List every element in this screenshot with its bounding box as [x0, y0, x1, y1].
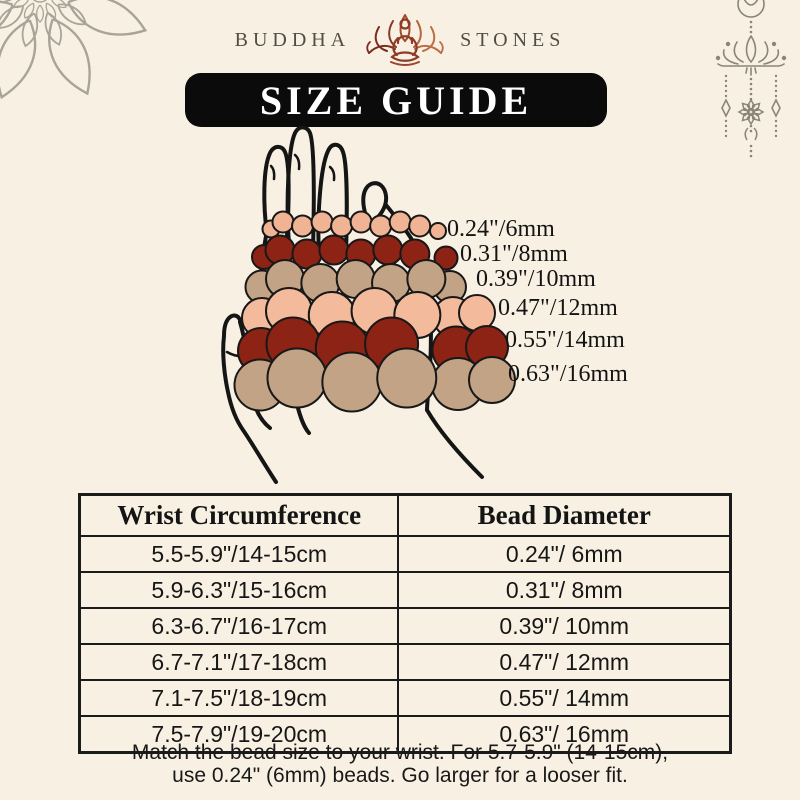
wrist-range-cell: 6.3-6.7"/16-17cm [78, 607, 400, 645]
wrist-range-cell: 5.5-5.9"/14-15cm [78, 535, 400, 573]
fit-note-line2: use 0.24" (6mm) beads. Go larger for a l… [172, 764, 628, 787]
size-guide-banner: SIZE GUIDE [185, 73, 607, 127]
size-table: Wrist Circumference Bead Diameter 5.5-5.… [78, 493, 732, 754]
table-row: 5.9-6.3"/15-16cm 0.31"/ 8mm [78, 571, 732, 609]
bead-size-cell: 0.24"/ 6mm [397, 535, 732, 573]
table-row: 6.7-7.1"/17-18cm 0.47"/ 12mm [78, 643, 732, 681]
bead-size-label-16mm: 0.63"/16mm [508, 361, 628, 387]
bead-strand-6mm [261, 210, 447, 240]
bead-size-cell: 0.31"/ 8mm [397, 571, 732, 609]
wrist-circumference-header: Wrist Circumference [78, 493, 400, 537]
table-row: 5.5-5.9"/14-15cm 0.24"/ 6mm [78, 535, 732, 573]
bead-strand-16mm [233, 347, 516, 413]
brand-name-left: BUDDHA [234, 28, 351, 51]
table-row: 7.5-7.9"/19-20cm 0.63"/ 16mm [78, 715, 732, 754]
wrist-range-cell: 6.7-7.1"/17-18cm [78, 643, 400, 681]
bead-size-cell: 0.39"/ 10mm [397, 607, 732, 645]
lotus-meditation-logo-icon [366, 14, 444, 66]
brand-name-right: STONES [460, 28, 566, 51]
wrist-range-cell: 7.1-7.5"/18-19cm [78, 679, 400, 717]
table-row: 7.1-7.5"/18-19cm 0.55"/ 14mm [78, 679, 732, 717]
bead-size-label-12mm: 0.47"/12mm [498, 295, 618, 321]
bracelet-bead-strands [233, 210, 516, 413]
bead-size-label-8mm: 0.31"/8mm [460, 241, 568, 267]
bead-strand-10mm [244, 259, 467, 305]
bead-size-label-10mm: 0.39"/10mm [476, 266, 596, 292]
bead-size-cell: 0.47"/ 12mm [397, 643, 732, 681]
wrist-range-cell: 5.9-6.3"/15-16cm [78, 571, 400, 609]
bead-size-cell: 0.55"/ 14mm [397, 679, 732, 717]
table-row: 6.3-6.7"/16-17cm 0.39"/ 10mm [78, 607, 732, 645]
bead-size-label-14mm: 0.55"/14mm [505, 327, 625, 353]
wrist-range-cell: 7.5-7.9"/19-20cm [78, 715, 400, 754]
fit-note-line1: Match the bead size to your wrist. For 5… [131, 741, 669, 764]
table-header-row: Wrist Circumference Bead Diameter [78, 493, 732, 537]
bead-size-label-6mm: 0.24"/6mm [447, 216, 555, 242]
bead-diameter-header: Bead Diameter [397, 493, 732, 537]
page-title: SIZE GUIDE [259, 77, 533, 123]
bead-size-cell: 0.63"/ 16mm [397, 715, 732, 754]
fit-note: Match the bead size to your wrist. For 5… [0, 741, 800, 787]
brand-logo: BUDDHA ST [0, 14, 800, 66]
